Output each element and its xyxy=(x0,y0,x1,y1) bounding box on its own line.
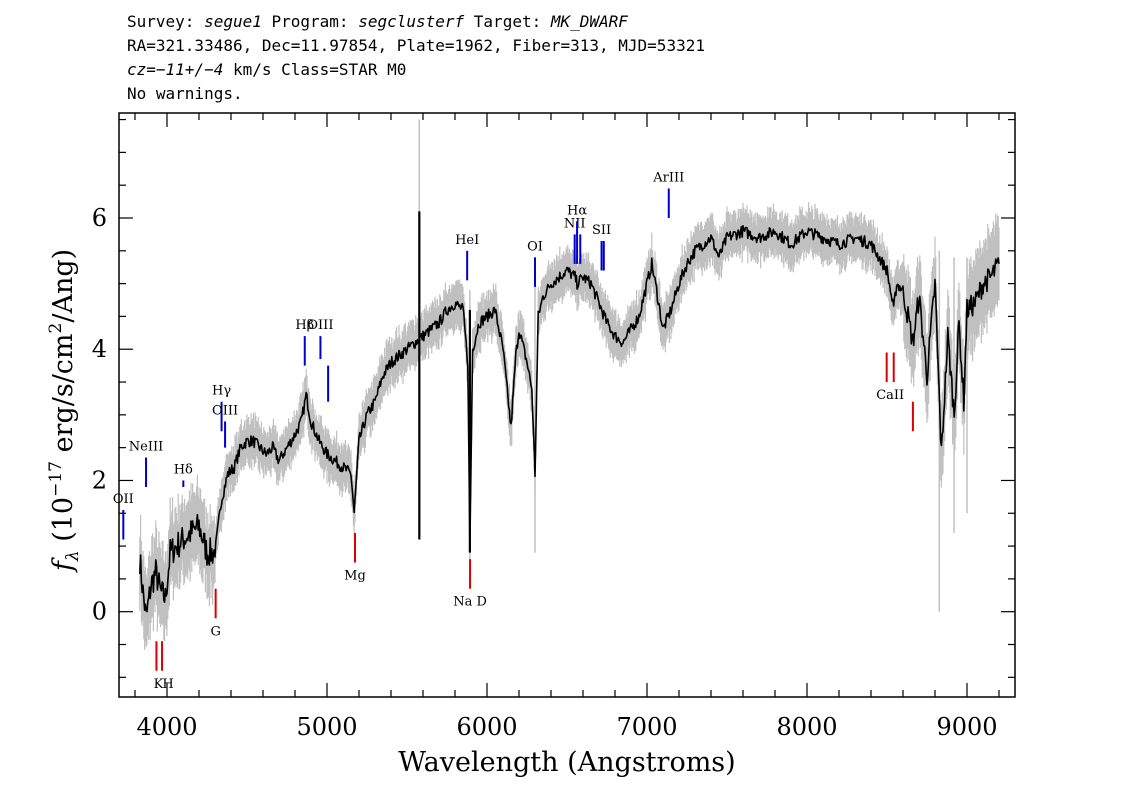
line-label-Mg: Mg xyxy=(344,568,366,583)
x-tick-label: 5000 xyxy=(296,713,357,741)
header-line-warnings: No warnings. xyxy=(127,84,243,103)
header-line-coords: RA=321.33486, Dec=11.97854, Plate=1962, … xyxy=(127,36,705,55)
line-label-SII: SII xyxy=(592,223,611,238)
header-line-survey: Survey: segue1 Program: segclusterf Targ… xyxy=(127,10,705,34)
noise-envelope xyxy=(139,119,1000,650)
line-label-Hγ: Hγ xyxy=(212,384,231,399)
line-label-NeIII: NeIII xyxy=(129,439,163,454)
survey-value: segue1 xyxy=(204,12,262,31)
y-tick-label: 2 xyxy=(92,466,107,494)
line-label-OI: OI xyxy=(527,239,543,254)
x-axis-title: Wavelength (Angstroms) xyxy=(398,747,735,778)
survey-label: Survey: xyxy=(127,12,205,31)
line-label-OIII: OIII xyxy=(307,318,333,333)
axis-ticks: 4000 5000 6000 7000 8000 9000 0 2 4 6 xyxy=(92,113,1015,741)
line-label-OIII: OIII xyxy=(212,403,238,418)
redshift-value: cz=−11+/−4 xyxy=(127,60,224,79)
program-label: Program: xyxy=(261,12,359,31)
line-label-HeI: HeI xyxy=(455,233,479,248)
y-axis-title: fλ (10−17 erg/s/cm2/Ang) xyxy=(46,249,83,573)
x-tick-label: 8000 xyxy=(776,713,837,741)
y-axis-title-unit-b: erg/s/cm xyxy=(48,333,79,461)
line-label-Hα: Hα xyxy=(567,203,587,218)
x-tick-label: 9000 xyxy=(936,713,997,741)
target-label: Target: xyxy=(464,12,551,31)
target-value: MK_DWARF xyxy=(550,12,628,31)
y-tick-label: 4 xyxy=(92,335,107,363)
class-value: km/s Class=STAR M0 xyxy=(223,60,407,79)
program-value: segclusterf xyxy=(358,12,465,31)
line-label-G: G xyxy=(210,624,220,639)
y-axis-title-exp2: 2 xyxy=(46,323,66,334)
y-axis-title-exp1: −17 xyxy=(46,461,66,497)
flux-line-layer xyxy=(139,211,1000,613)
line-label-ArIII: ArIII xyxy=(652,170,684,185)
line-label-CaII: CaII xyxy=(876,388,904,403)
y-axis-title-unit-a: (10 xyxy=(48,497,79,550)
y-tick-label: 6 xyxy=(92,204,107,232)
flux-line xyxy=(139,225,1000,613)
x-tick-label: 4000 xyxy=(136,713,197,741)
line-label-H: H xyxy=(162,677,173,692)
line-label-Hβ: Hβ xyxy=(295,318,314,333)
line-label-NII: NII xyxy=(564,216,586,231)
x-tick-label: 6000 xyxy=(456,713,517,741)
line-label-OII: OII xyxy=(113,492,134,507)
line-label-Na-D: Na D xyxy=(453,595,487,610)
line-label-K: K xyxy=(154,677,164,692)
y-axis-title-f: f xyxy=(48,557,79,573)
plot-frame xyxy=(118,112,1016,698)
line-label-Hδ: Hδ xyxy=(174,462,193,477)
header-line-redshift: cz=−11+/−4 km/s Class=STAR M0 xyxy=(127,58,705,82)
y-axis-title-sub: λ xyxy=(63,550,83,562)
spectrum-header: Survey: segue1 Program: segclusterf Targ… xyxy=(127,10,705,106)
y-axis-title-unit-c: /Ang) xyxy=(48,249,79,323)
y-tick-label: 0 xyxy=(92,598,107,626)
x-tick-label: 7000 xyxy=(616,713,677,741)
